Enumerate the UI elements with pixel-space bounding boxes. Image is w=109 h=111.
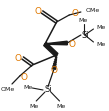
Text: O: O bbox=[50, 65, 57, 74]
Polygon shape bbox=[52, 67, 56, 69]
Text: OMe: OMe bbox=[1, 86, 15, 91]
Text: Me: Me bbox=[96, 25, 106, 30]
Text: Me: Me bbox=[78, 19, 87, 24]
Polygon shape bbox=[54, 63, 56, 65]
Polygon shape bbox=[44, 43, 58, 56]
Text: Si: Si bbox=[44, 84, 52, 93]
Text: Me: Me bbox=[24, 84, 33, 89]
Polygon shape bbox=[56, 55, 57, 56]
Text: O: O bbox=[35, 8, 42, 17]
Text: O: O bbox=[71, 9, 78, 18]
Text: OMe: OMe bbox=[86, 8, 100, 13]
Text: O: O bbox=[21, 72, 28, 81]
Polygon shape bbox=[54, 61, 56, 63]
Text: Me: Me bbox=[96, 42, 106, 47]
Polygon shape bbox=[45, 41, 67, 45]
Polygon shape bbox=[55, 59, 57, 61]
Text: O: O bbox=[14, 54, 21, 62]
Polygon shape bbox=[55, 57, 57, 58]
Text: Me: Me bbox=[30, 103, 39, 108]
Polygon shape bbox=[53, 65, 56, 67]
Text: Si: Si bbox=[82, 31, 89, 40]
Text: Me: Me bbox=[57, 103, 66, 108]
Text: O: O bbox=[68, 40, 75, 49]
